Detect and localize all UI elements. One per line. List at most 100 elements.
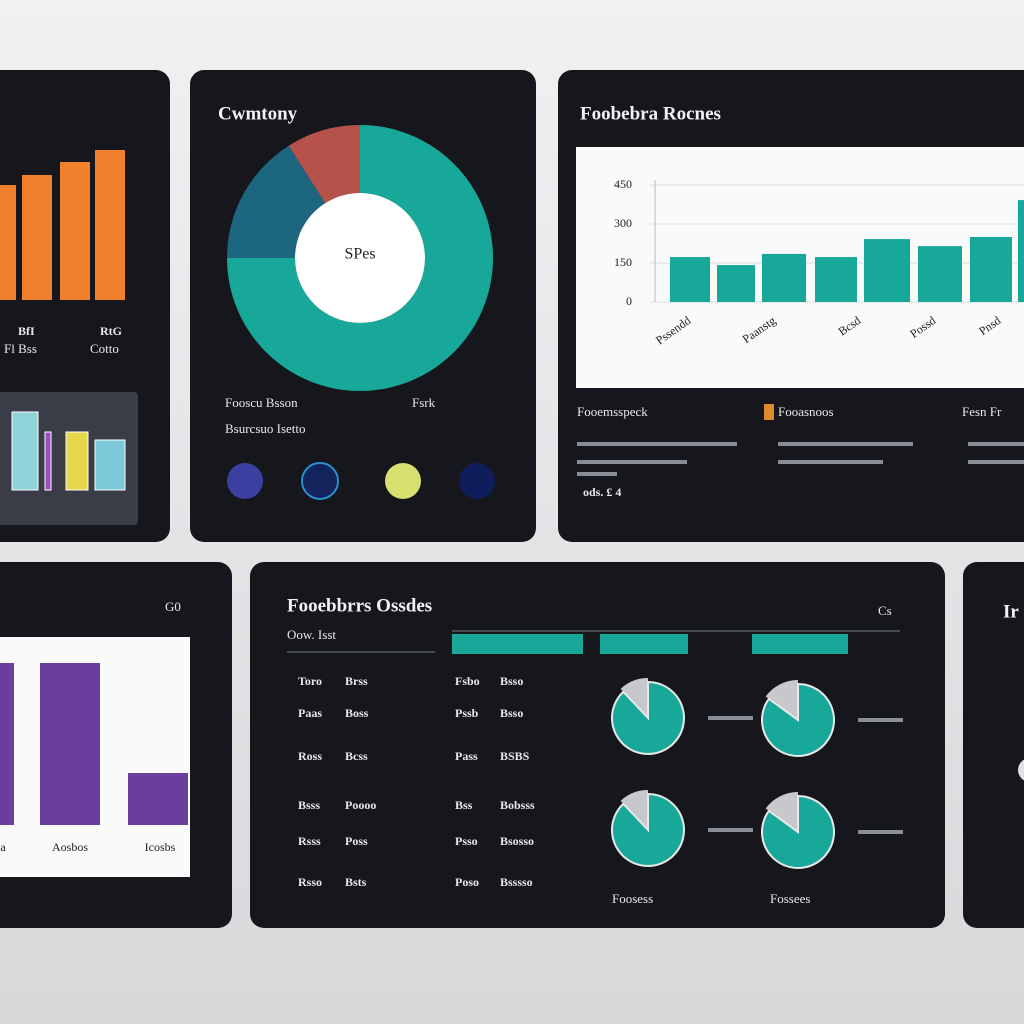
legend: Bsurcsuo Isetto [225, 421, 306, 436]
donut-hole [295, 193, 425, 323]
x-tick-label: 0a [0, 840, 6, 854]
donut-segment [227, 125, 493, 391]
donut-segment [761, 682, 835, 757]
card [250, 562, 945, 928]
cell: Pssb [455, 706, 479, 720]
icon[interactable] [459, 463, 495, 499]
bar [40, 663, 100, 825]
donut-label: Foosess [612, 891, 653, 906]
card-title: Cwmtony [218, 103, 298, 124]
legend: Fooscu Bsson [225, 395, 298, 410]
cell: Poss [345, 834, 368, 848]
filter[interactable]: Oow. Isst [287, 627, 336, 642]
label: Cotto [90, 341, 119, 356]
cell: Bcss [345, 749, 368, 763]
legend: Fsrk [412, 395, 436, 410]
icon[interactable] [385, 463, 421, 499]
badge[interactable]: Cs [878, 603, 892, 618]
header-bar [452, 634, 583, 654]
cell: Pass [455, 749, 478, 763]
donut-rest [620, 790, 648, 830]
bar [0, 185, 16, 300]
cell: Rsss [298, 834, 321, 848]
cell: Brss [345, 674, 368, 688]
donut-segment [761, 794, 835, 869]
cell: Bsts [345, 875, 367, 889]
cell: Bsso [500, 706, 523, 720]
text-line [708, 716, 753, 720]
cell: Ross [298, 749, 322, 763]
y-tick-label: 300 [614, 216, 632, 230]
cell: Bsss [298, 798, 320, 812]
donut-rest [765, 680, 798, 720]
icon [764, 404, 774, 420]
bar [864, 239, 910, 302]
text-line [858, 830, 903, 834]
column-header: Fooasnoos [778, 404, 834, 419]
donut-segment [227, 145, 326, 258]
label: Fl Bss [4, 341, 37, 356]
cell: Fsbo [455, 674, 480, 688]
card-title: Foobebra Rocnes [580, 103, 721, 124]
footer: ods. £ 4 [583, 485, 621, 499]
cell: Boss [345, 706, 369, 720]
bar [0, 663, 14, 825]
y-tick-label: 0 [626, 294, 632, 308]
bar [762, 253, 806, 302]
cell: Poooo [345, 798, 376, 812]
bar [918, 246, 962, 302]
bar [94, 439, 126, 491]
bar [128, 773, 188, 825]
bar [970, 237, 1012, 302]
bar [22, 175, 52, 300]
text-line [858, 718, 903, 722]
y-tick-label: 450 [614, 177, 632, 191]
donut-center: SPes [344, 246, 375, 263]
cell: Bsosso [500, 834, 534, 848]
text-line [708, 828, 753, 832]
bar [11, 411, 39, 491]
cell: Bobsss [500, 798, 535, 812]
header-bar [752, 634, 848, 654]
bar [65, 431, 89, 491]
cell: Paas [298, 706, 322, 720]
donut-label: Fossees [770, 891, 810, 906]
cell: Toro [298, 674, 322, 688]
badge[interactable]: G0 [165, 599, 181, 614]
bar [1018, 200, 1024, 302]
text-lines [577, 442, 1024, 476]
icon [1018, 759, 1024, 781]
x-tick-label: Icosbs [145, 840, 176, 854]
bar [44, 431, 52, 491]
label: RtG [100, 324, 122, 338]
cell: Psso [455, 834, 478, 848]
label: BfI [18, 324, 35, 338]
card-title: Ir [1003, 601, 1019, 622]
cell: BSBS [500, 749, 530, 763]
donut-rest [765, 792, 798, 832]
card-title: Fooebbrrs Ossdes [287, 595, 432, 616]
bar [815, 257, 857, 302]
donut-segment [288, 125, 360, 204]
column-header: Fesn Fr [962, 404, 1002, 419]
x-tick-label: Aosbos [52, 840, 88, 854]
y-tick-label: 150 [614, 255, 632, 269]
cell: Poso [455, 875, 479, 889]
header-bar [600, 634, 688, 654]
bar [670, 257, 710, 302]
card [963, 562, 1024, 928]
donut-segment [611, 792, 685, 867]
donut-segment [611, 680, 685, 755]
icon[interactable] [227, 463, 263, 499]
column-header: Fooemsspeck [577, 404, 648, 419]
cell: Rsso [298, 875, 322, 889]
bar [95, 150, 125, 300]
cell: Bsso [500, 674, 523, 688]
bar [717, 265, 755, 302]
bar [60, 162, 90, 300]
cell: Bsssso [500, 875, 533, 889]
icon[interactable] [301, 462, 339, 500]
donut-rest [620, 678, 648, 718]
cell: Bss [455, 798, 473, 812]
